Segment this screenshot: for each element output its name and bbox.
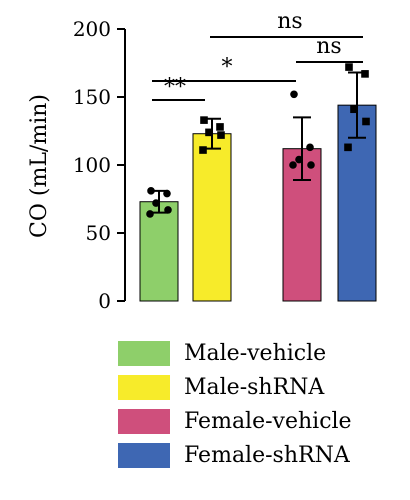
data-point bbox=[216, 123, 224, 131]
data-point bbox=[295, 155, 303, 164]
legend-label: Female-shRNA bbox=[184, 442, 350, 468]
data-point bbox=[361, 70, 369, 78]
legend-swatch bbox=[118, 442, 170, 468]
data-point bbox=[217, 131, 225, 139]
data-point bbox=[289, 161, 297, 169]
data-point bbox=[205, 128, 213, 137]
legend-label: Male-shRNA bbox=[184, 374, 325, 400]
legend-swatch bbox=[118, 374, 170, 400]
legend-swatch bbox=[118, 340, 170, 366]
legend-swatch bbox=[118, 408, 170, 434]
data-point bbox=[350, 105, 358, 114]
data-point bbox=[307, 161, 315, 169]
significance-label: ns bbox=[277, 9, 302, 34]
y-axis: 0 50 100 150 200 bbox=[73, 17, 126, 313]
y-tick-label: 200 bbox=[73, 17, 111, 41]
data-point bbox=[164, 206, 172, 214]
data-point bbox=[345, 63, 353, 71]
data-point bbox=[200, 116, 208, 124]
bar-male-shrna bbox=[192, 133, 232, 302]
legend-label: Male-vehicle bbox=[184, 340, 327, 366]
legend-item: Female-vehicle bbox=[118, 404, 352, 438]
bar-male-vehicle bbox=[139, 201, 179, 302]
y-axis-title: CO (mL/min) bbox=[27, 94, 52, 238]
data-point bbox=[344, 143, 352, 152]
legend: Male-vehicle Male-shRNA Female-vehicle Fema… bbox=[118, 336, 352, 472]
significance-label: * bbox=[222, 55, 233, 80]
data-point bbox=[362, 117, 370, 126]
legend-item: Male-shRNA bbox=[118, 370, 352, 404]
y-tick-label: 50 bbox=[86, 221, 111, 245]
data-point bbox=[163, 189, 171, 198]
data-point bbox=[146, 210, 154, 218]
y-tick-label: 0 bbox=[98, 289, 111, 313]
bars-layer bbox=[139, 63, 377, 302]
significance-label: ** bbox=[164, 75, 186, 100]
y-tick-label: 150 bbox=[73, 85, 111, 109]
data-point bbox=[290, 90, 298, 99]
significance-label: ns bbox=[316, 34, 341, 59]
data-point bbox=[306, 143, 314, 152]
legend-item: Female-shRNA bbox=[118, 438, 352, 472]
legend-item: Male-vehicle bbox=[118, 336, 352, 370]
y-tick-label: 100 bbox=[73, 153, 111, 177]
data-point bbox=[199, 146, 207, 154]
legend-label: Female-vehicle bbox=[184, 408, 352, 434]
data-point bbox=[147, 187, 155, 195]
data-point bbox=[152, 199, 160, 207]
